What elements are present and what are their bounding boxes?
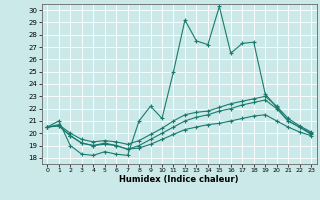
X-axis label: Humidex (Indice chaleur): Humidex (Indice chaleur) [119,175,239,184]
